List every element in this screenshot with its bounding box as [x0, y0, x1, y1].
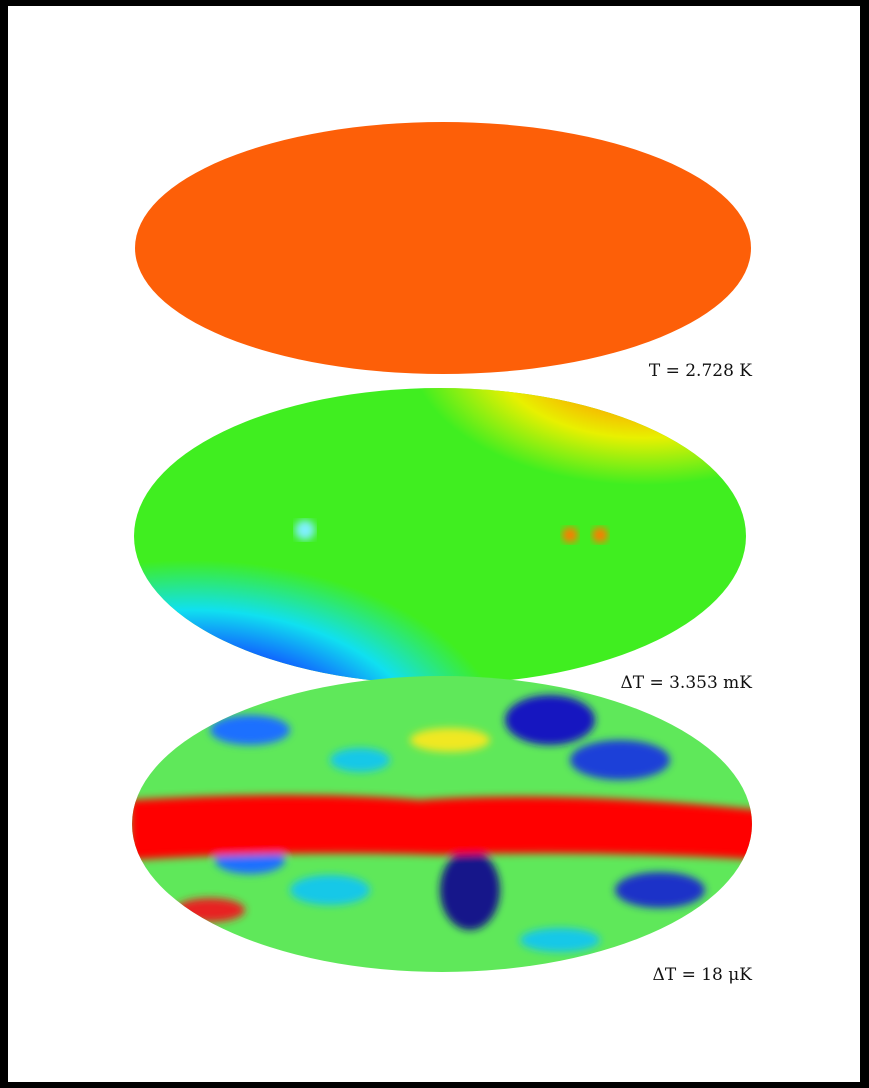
map-label: ΔT = 3.353 mK [620, 673, 752, 693]
map-label: ΔT = 18 μK [653, 965, 753, 985]
map-label: T = 2.728 K [649, 361, 752, 381]
uniform-map [135, 122, 751, 374]
figure: T = 2.728 K ΔT = 3.353 mK ΔT = 18 μK [0, 0, 869, 1088]
